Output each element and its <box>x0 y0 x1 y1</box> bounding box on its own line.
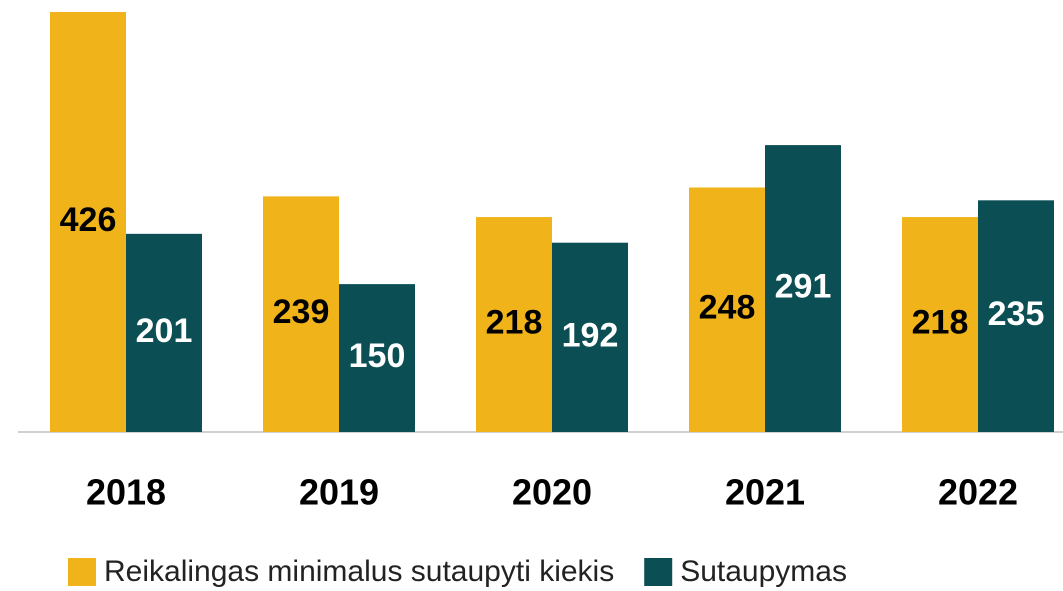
legend-label: Reikalingas minimalus sutaupyti kiekis <box>104 555 614 588</box>
bar <box>689 187 765 432</box>
x-tick-label: 2020 <box>512 472 592 513</box>
data-label: 248 <box>699 289 756 327</box>
legend-label: Sutaupymas <box>680 555 847 588</box>
bar <box>902 217 978 432</box>
data-label: 218 <box>912 304 969 342</box>
data-label: 239 <box>273 293 330 331</box>
bar <box>339 284 415 432</box>
bar <box>126 233 202 432</box>
data-label: 192 <box>562 316 619 354</box>
x-tick-label: 2019 <box>299 472 379 513</box>
bar <box>978 200 1054 432</box>
legend-swatch <box>644 558 673 586</box>
data-label: 426 <box>60 201 117 239</box>
data-label: 218 <box>486 304 543 342</box>
bar <box>476 217 552 432</box>
bar <box>263 196 339 432</box>
legend-swatch <box>68 558 96 586</box>
data-label: 235 <box>988 295 1045 333</box>
data-label: 201 <box>136 312 193 350</box>
x-tick-label: 2021 <box>725 472 805 513</box>
data-label: 291 <box>775 268 832 306</box>
x-tick-label: 2022 <box>938 472 1018 513</box>
x-tick-label: 2018 <box>86 472 166 513</box>
bar <box>552 242 628 432</box>
bar <box>50 12 126 432</box>
data-label: 150 <box>349 337 406 375</box>
bar <box>765 145 841 433</box>
